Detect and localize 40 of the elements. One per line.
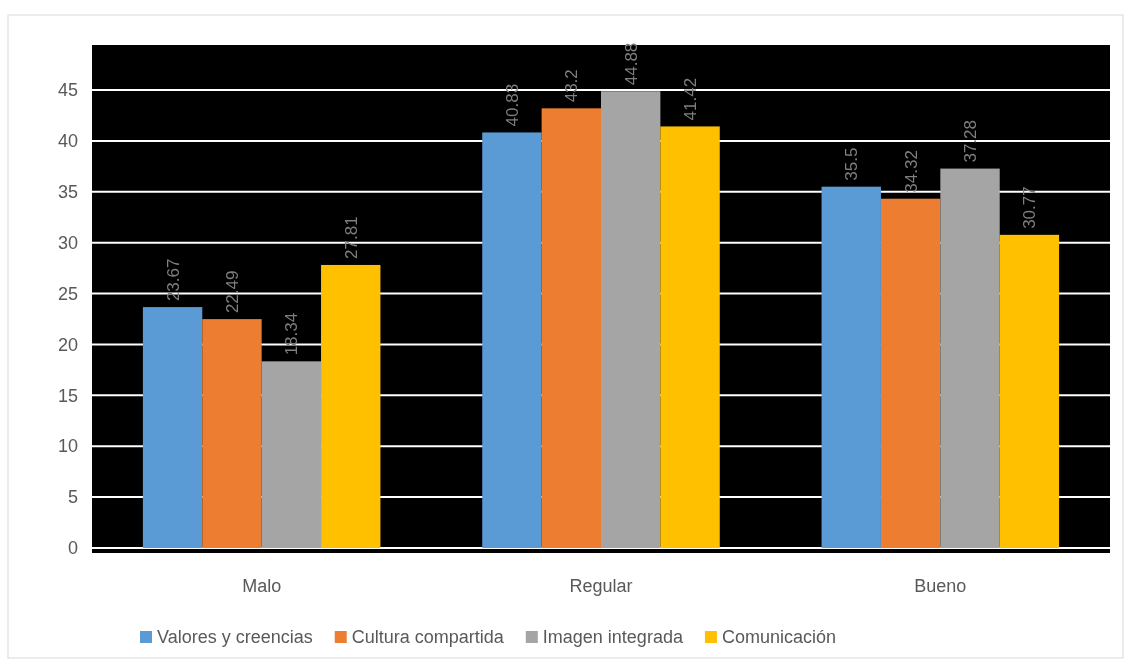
legend-label: Valores y creencias bbox=[157, 627, 313, 647]
data-label: 37.28 bbox=[961, 120, 981, 163]
data-label: 35.5 bbox=[842, 147, 862, 181]
data-label: 22.49 bbox=[222, 270, 242, 314]
bar bbox=[142, 307, 203, 548]
y-tick-label: 40 bbox=[57, 131, 78, 152]
legend-label: Imagen integrada bbox=[542, 627, 684, 647]
y-tick-label: 5 bbox=[67, 487, 78, 508]
bar bbox=[482, 132, 542, 548]
y-tick-label: 15 bbox=[57, 385, 78, 406]
data-label: 43.2 bbox=[562, 69, 582, 103]
data-label: 41.42 bbox=[681, 77, 701, 121]
y-tick-label: 20 bbox=[57, 334, 78, 355]
bar bbox=[821, 186, 881, 548]
bar bbox=[940, 168, 1000, 548]
bar bbox=[321, 264, 381, 548]
data-label: 30.77 bbox=[1020, 186, 1040, 229]
x-tick-label: Bueno bbox=[914, 575, 967, 596]
y-tick-label: 10 bbox=[57, 436, 78, 457]
bar bbox=[660, 126, 720, 548]
legend-label: Comunicación bbox=[721, 627, 836, 647]
bar bbox=[601, 91, 661, 548]
data-label: 34.32 bbox=[901, 150, 921, 193]
legend-label: Cultura compartida bbox=[351, 627, 505, 647]
data-label: 40.83 bbox=[502, 83, 522, 127]
data-label: 27.81 bbox=[341, 216, 361, 259]
bar bbox=[202, 319, 262, 548]
y-tick-label: 35 bbox=[57, 182, 78, 203]
y-tick-label: 45 bbox=[57, 80, 78, 101]
data-label: 23.67 bbox=[163, 258, 183, 302]
bar bbox=[880, 198, 941, 548]
y-tick-label: 25 bbox=[57, 283, 78, 304]
x-tick-label: Malo bbox=[242, 575, 282, 596]
y-tick-label: 0 bbox=[67, 538, 78, 559]
bar bbox=[999, 234, 1060, 548]
bar bbox=[541, 108, 601, 548]
x-tick-label: Regular bbox=[569, 575, 633, 596]
bar bbox=[261, 361, 322, 548]
y-tick-label: 30 bbox=[57, 232, 78, 253]
data-label: 44.88 bbox=[621, 42, 641, 86]
